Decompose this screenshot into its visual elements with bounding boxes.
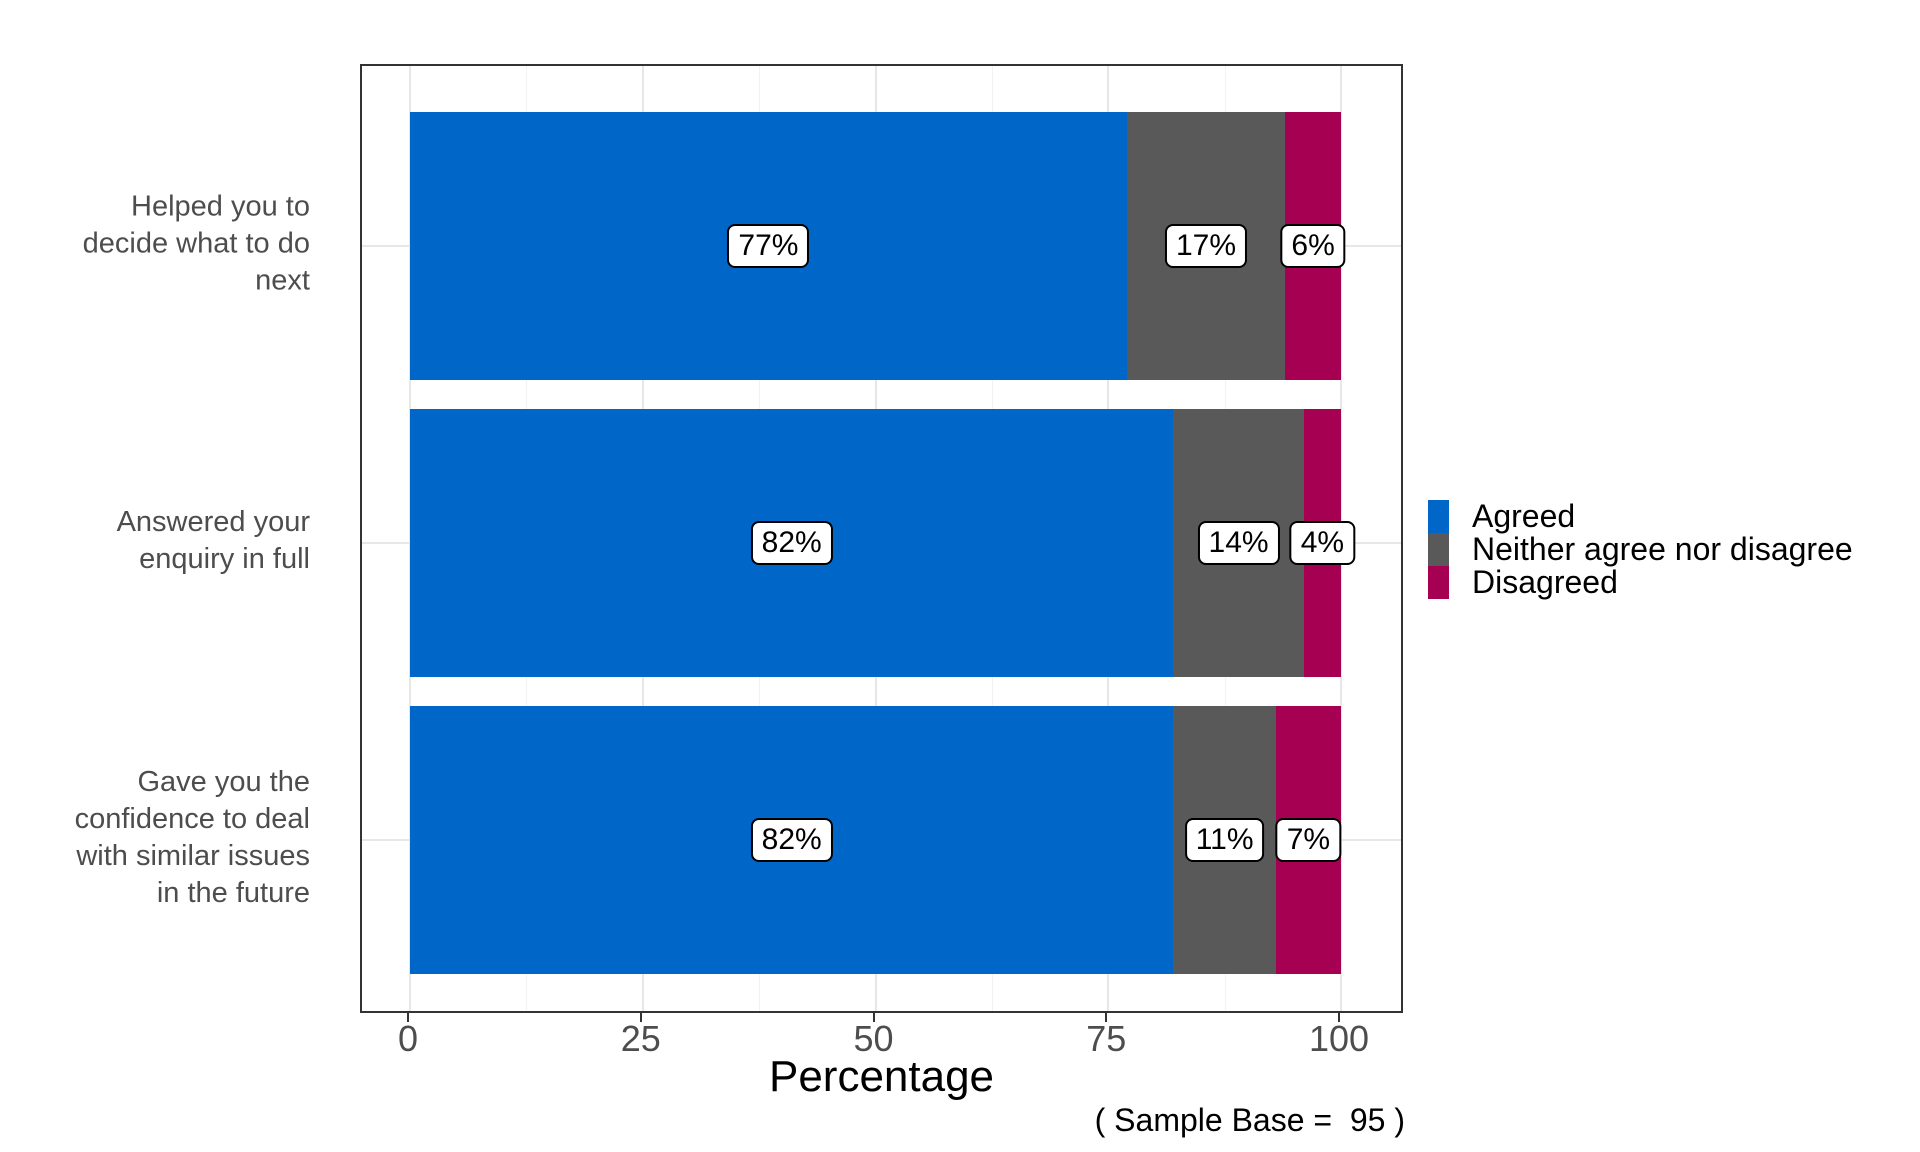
legend: Agreed Neither agree nor disagree Disagree…	[1428, 500, 1853, 599]
x-tick-mark	[407, 1013, 409, 1022]
x-tick-label: 25	[620, 1018, 661, 1059]
bar-value-label: 17%	[1164, 224, 1248, 268]
x-tick-mark	[639, 1013, 642, 1022]
sample-base-caption: ( Sample Base = 95 )	[1094, 1102, 1405, 1138]
category-label-line: next	[255, 264, 310, 297]
category-label-line: Answered your	[116, 506, 310, 538]
x-tick-mark	[1105, 1013, 1108, 1022]
legend-entry: Agreed	[1428, 500, 1853, 533]
bar-value-label: 14%	[1197, 521, 1280, 565]
x-tick-mark	[872, 1013, 875, 1022]
legend-swatch-neither-agree-nor-disagree	[1428, 533, 1449, 566]
bar-value-label: 82%	[750, 818, 833, 862]
legend-entry: Neither agree nor disagree	[1428, 533, 1853, 566]
category-label-line: in the future	[156, 877, 310, 909]
x-axis-title: Percentage	[768, 1052, 995, 1101]
legend-entry: Disagreed	[1428, 566, 1853, 599]
x-tick-mark	[1338, 1013, 1340, 1022]
x-tick-label: 100	[1308, 1018, 1370, 1059]
x-tick-label: 0	[397, 1018, 419, 1059]
legend-swatch-agreed	[1428, 500, 1449, 533]
category-label: Helped you to decide what to do next	[0, 189, 310, 300]
bar-value-label: 82%	[750, 521, 833, 565]
bar-value-label: 7%	[1275, 818, 1342, 862]
bar-value-label: 6%	[1280, 224, 1346, 268]
category-label: Gave you the confidence to deal with simil…	[0, 764, 310, 912]
category-label-line: Gave you the	[137, 766, 311, 798]
plot-panel: 77% 17% 6% 82% 14% 4% 82% 11% 7%	[360, 64, 1403, 1013]
x-tick-label: 75	[1086, 1018, 1127, 1059]
category-label-line: enquiry in full	[139, 543, 310, 575]
category-label-line: Helped you to	[131, 190, 310, 223]
bar-value-label: 4%	[1289, 521, 1356, 565]
legend-label: Agreed	[1472, 498, 1576, 534]
category-label-line: confidence to deal	[74, 803, 310, 835]
legend-swatch-disagreed	[1428, 566, 1449, 599]
category-label-line: with similar issues	[76, 840, 310, 872]
bar-value-label: 77%	[727, 224, 810, 268]
legend-label: Disagreed	[1472, 564, 1618, 600]
x-tick-label: 50	[853, 1018, 894, 1059]
legend-label: Neither agree nor disagree	[1472, 531, 1853, 567]
category-label: Answered your enquiry in full	[0, 504, 310, 578]
bar-value-label: 11%	[1184, 818, 1265, 862]
category-label-line: decide what to do	[82, 227, 310, 260]
